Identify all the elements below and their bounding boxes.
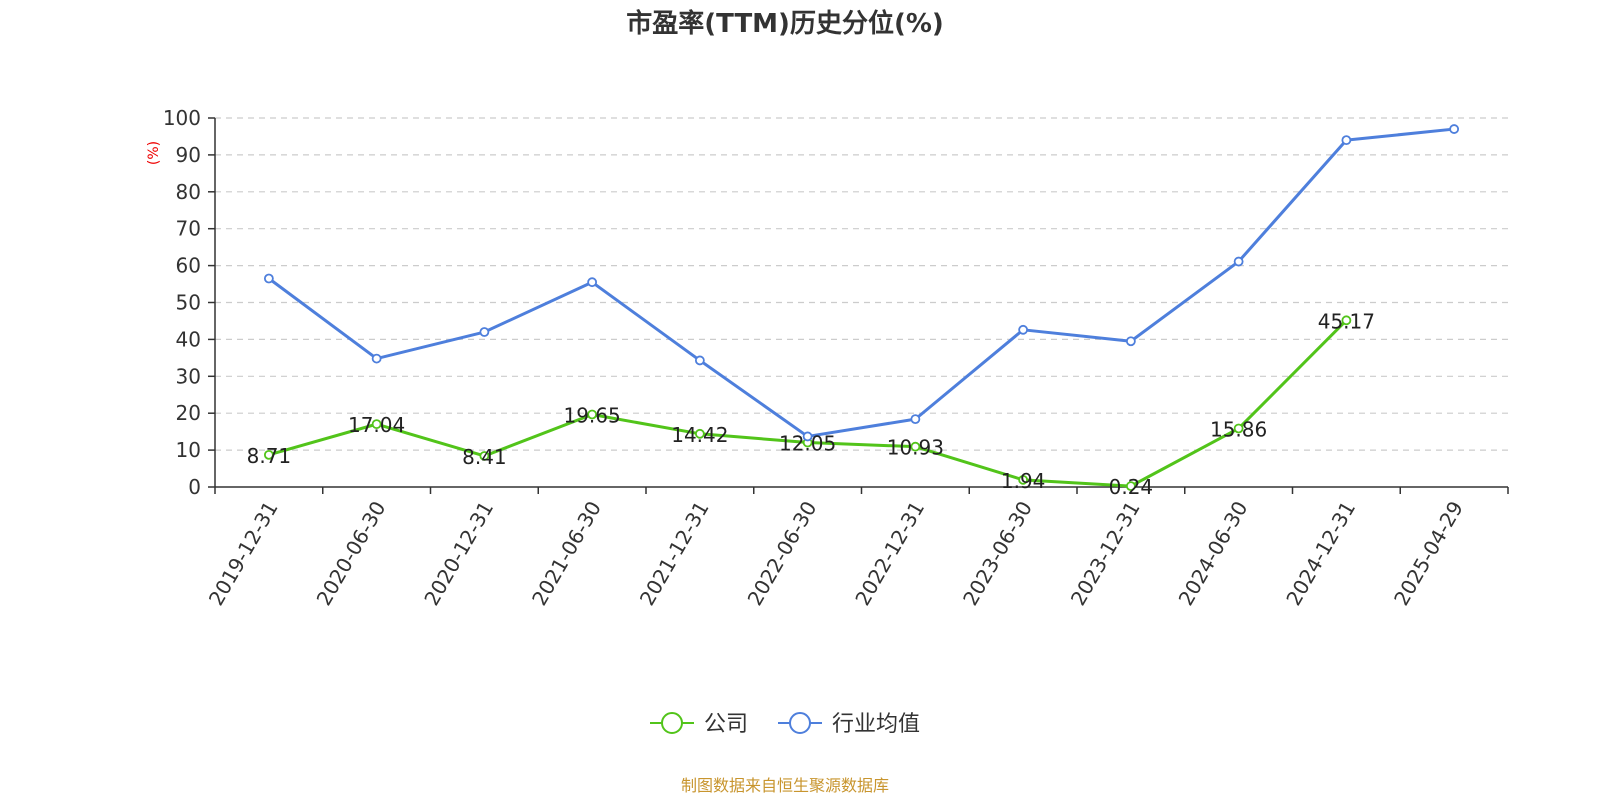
y-tick-label: 70 <box>176 217 201 241</box>
data-point[interactable] <box>479 327 490 337</box>
legend-marker <box>789 712 811 734</box>
x-tick-label: 2022-12-31 <box>850 497 929 610</box>
data-label: 17.04 <box>348 413 405 437</box>
x-tick-label: 2022-06-30 <box>743 497 822 610</box>
data-point[interactable] <box>587 277 598 288</box>
data-point[interactable] <box>1341 135 1352 146</box>
data-point[interactable] <box>1449 124 1460 134</box>
data-point[interactable] <box>1018 324 1029 335</box>
chart-title: 市盈率(TTM)历史分位(%) <box>626 8 944 39</box>
data-point[interactable] <box>371 419 382 430</box>
gridlines <box>215 117 1508 451</box>
data-label: 0.24 <box>1109 475 1154 499</box>
y-axis-unit: (%) <box>146 141 162 165</box>
y-tick-label: 20 <box>176 401 201 425</box>
data-label: 8.71 <box>247 444 292 468</box>
data-point[interactable] <box>1125 336 1136 347</box>
legend-marker <box>661 712 683 734</box>
x-tick-label: 2021-06-30 <box>527 497 606 610</box>
y-tick-label: 60 <box>176 254 201 278</box>
data-point[interactable] <box>694 428 705 439</box>
x-tick-label: 2025-04-29 <box>1389 497 1468 610</box>
source-note: 制图数据来自恒生聚源数据库 <box>681 776 889 795</box>
series-lines <box>263 124 1460 492</box>
data-label: 8.41 <box>462 445 507 469</box>
legend[interactable]: 公司 行业均值 <box>650 712 920 737</box>
data-label: 19.65 <box>563 403 620 427</box>
x-tick-label: 2024-12-31 <box>1281 497 1360 610</box>
legend-label: 公司 <box>704 712 748 737</box>
data-point[interactable] <box>1018 474 1029 485</box>
y-tick-label: 50 <box>176 291 201 315</box>
data-point[interactable] <box>1341 315 1352 326</box>
axes: 0 10 20 30 40 50 60 70 80 90 100 2019-12-31 2020-06-… <box>163 106 1509 610</box>
data-point[interactable] <box>263 273 274 284</box>
x-tick-label: 2021-12-31 <box>635 497 714 610</box>
y-tick-label: 90 <box>176 143 201 167</box>
data-label: 12.05 <box>779 432 836 456</box>
data-label: 15.86 <box>1210 417 1267 441</box>
legend-label: 行业均值 <box>832 712 920 737</box>
data-labels: 8.71 17.04 8.41 19.65 14.42 12.05 10.93 1.94 0.2… <box>247 309 1375 499</box>
data-label: 45.17 <box>1318 309 1375 333</box>
data-point[interactable] <box>1125 481 1136 492</box>
x-tick-label: 2019-12-31 <box>204 497 283 610</box>
y-tick-label: 80 <box>176 180 201 204</box>
data-label: 14.42 <box>671 423 728 447</box>
data-point[interactable] <box>479 451 490 461</box>
data-point[interactable] <box>1233 423 1244 434</box>
legend-item[interactable]: 行业均值 <box>778 712 920 737</box>
x-tick-label: 2023-12-31 <box>1066 497 1145 610</box>
data-point[interactable] <box>371 353 382 364</box>
data-point[interactable] <box>802 431 813 442</box>
y-tick-label: 10 <box>176 438 201 462</box>
x-tick-label: 2023-06-30 <box>958 497 1037 610</box>
x-tick-label: 2024-06-30 <box>1174 497 1253 610</box>
legend-item[interactable]: 公司 <box>650 712 748 737</box>
data-point[interactable] <box>910 414 921 425</box>
data-point[interactable] <box>910 441 921 452</box>
data-point[interactable] <box>694 355 705 366</box>
data-label: 1.94 <box>1001 469 1046 493</box>
y-tick-label: 30 <box>176 364 201 388</box>
y-tick-label: 40 <box>176 327 201 351</box>
x-tick-label: 2020-12-31 <box>419 497 498 610</box>
x-tick-label: 2020-06-30 <box>312 497 391 610</box>
data-point[interactable] <box>1233 256 1244 267</box>
data-point[interactable] <box>587 409 598 420</box>
series-line <box>267 127 1455 438</box>
data-point[interactable] <box>263 449 274 460</box>
y-tick-label: 100 <box>163 106 201 130</box>
y-tick-label: 0 <box>188 475 201 499</box>
data-label: 10.93 <box>887 436 944 460</box>
